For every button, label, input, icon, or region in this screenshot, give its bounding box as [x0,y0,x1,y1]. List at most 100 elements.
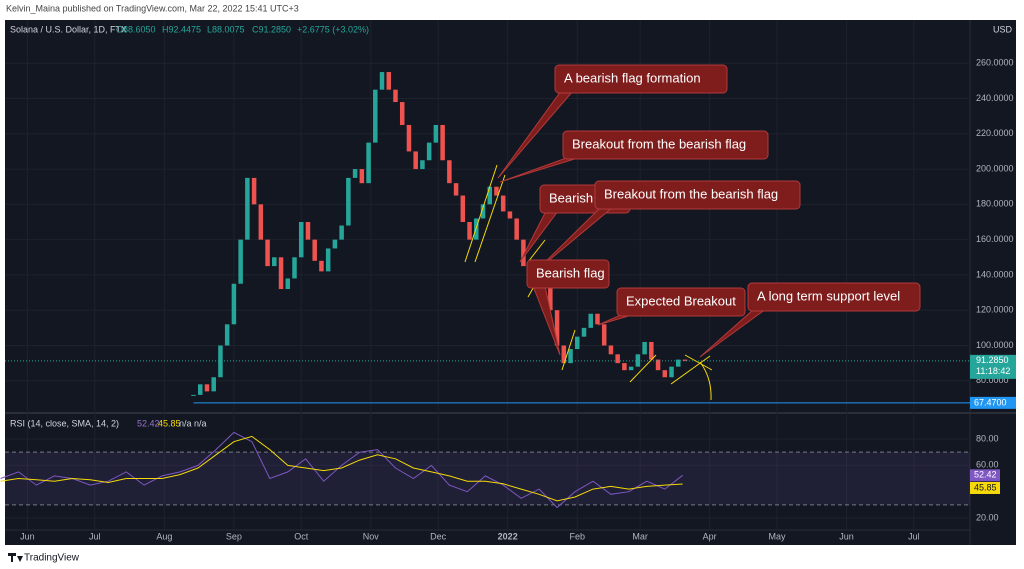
candle [521,239,526,267]
candle [373,89,378,143]
candle [332,239,338,249]
candle [352,169,358,178]
candle [487,186,492,205]
candle [575,336,580,350]
candle [426,142,432,161]
candle [379,72,385,90]
candle [245,177,250,240]
trend-line [527,239,546,263]
candle [251,177,257,205]
trend-line [474,174,506,263]
candle [285,278,291,290]
currency: USD [993,24,1013,34]
y-tick-label: 200.0000 [976,163,1014,173]
footer: TradingView [8,553,80,564]
candle [635,354,641,367]
candle [399,102,405,125]
candle [272,257,277,267]
candle [642,341,647,355]
candle [628,366,634,371]
trend-line [629,354,657,383]
candle [581,327,587,337]
publisher-line: Kelvin_Maina published on TradingView.co… [6,3,299,13]
candle [218,345,223,378]
callout-box [594,180,801,210]
candle [500,195,506,212]
candle [467,221,472,240]
drawings [464,164,713,401]
candle [440,124,445,161]
candle [366,142,371,184]
candle [649,341,654,360]
x-tick-label: Oct [294,531,309,541]
x-tick-label: Aug [156,531,172,541]
candle [480,204,486,219]
x-tick-label: Sep [226,531,242,541]
candle [507,211,513,219]
callout-text: Bearish flag [536,265,605,280]
x-tick-label: Mar [632,531,648,541]
y-tick-label: 260.0000 [976,58,1014,68]
sma-value: 45.85 [158,418,181,428]
rsi-title: RSI (14, close, SMA, 14, 2) [10,418,119,428]
rsi-value: 52.42 [137,418,160,428]
candle [608,345,614,355]
y-tick-label: 180.0000 [976,199,1014,209]
callout-box [747,282,921,312]
x-tick-label: May [768,531,786,541]
value-tag-bg [970,469,1000,482]
trend-line [464,164,498,263]
y-tick-label: 80.0000 [976,375,1009,385]
candle [359,169,365,184]
price-tag-bg [970,354,1016,379]
callout-text: Breakout from the bearish flag [572,136,746,151]
candle [191,394,196,396]
callout-box [616,287,746,317]
y-tick-label: 20.00 [976,512,999,522]
trend-line [670,355,711,385]
candle [568,349,573,364]
candle [238,239,243,284]
candle [406,124,412,152]
x-tick-label: Feb [570,531,586,541]
ohlc-close: C91.2850 [252,24,291,34]
grid: Jun Jul Aug Sep Oct Nov Dec 2022 Feb Mar Apr May Jun… [5,20,1014,541]
candle [231,283,237,325]
callout-text: Expected Breakout [626,293,736,308]
callout-text: Breakout from the bearish flag [604,186,778,201]
projection-curve [699,361,712,401]
candle [265,239,270,267]
x-tick-label: Jun [20,531,35,541]
callout-box [562,130,769,160]
candle [211,377,216,392]
rsi-line [0,431,684,509]
symbol: Solana / U.S. Dollar, 1D, FTX [10,24,127,34]
callout-text: A long term support level [757,288,900,303]
price-tag: 91.2850 [976,355,1009,365]
y-tick-label: 100.0000 [976,340,1014,350]
candle [588,313,593,328]
candle [298,221,304,258]
candle [595,313,600,325]
candle [386,72,392,90]
support-tag-bg [970,396,1016,409]
rsi-legend: RSI (14, close, SMA, 14, 2) 52.42 45.85 … [10,418,207,428]
candle [682,359,688,361]
candle [258,204,264,240]
countdown: 11:18:42 [976,366,1010,376]
candle [197,384,203,395]
y-tick-label: 80.00 [976,433,999,443]
candle [514,218,519,240]
rsi-na: n/a n/a [179,418,207,428]
logo [8,553,23,562]
candle [548,274,553,311]
candle [224,324,230,346]
ohlc-low: L88.0075 [207,24,245,34]
callout-box [554,64,728,94]
candle [669,366,674,378]
rsi-band [5,452,970,505]
y-tick-label: 60.00 [976,460,999,470]
trend-line [561,329,576,371]
candle [339,225,344,240]
